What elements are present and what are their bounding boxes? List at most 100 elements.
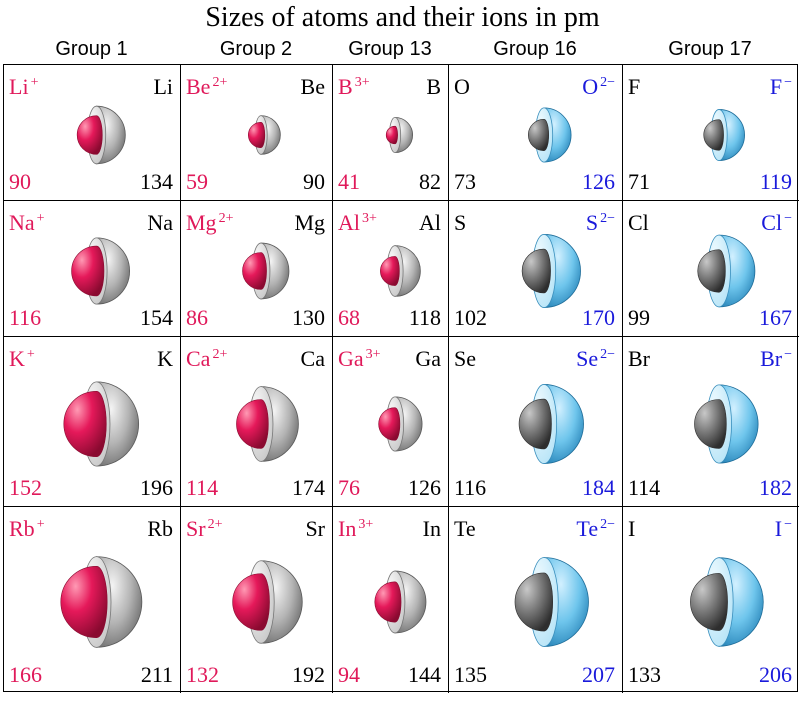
ion-charge: − — [784, 75, 792, 90]
atom-symbol: F — [628, 74, 641, 99]
element-cell-sr: Sr 2+ Sr 132 192 — [181, 507, 333, 693]
ion-radius: 94 — [338, 662, 360, 687]
ion-radius: 132 — [186, 662, 219, 687]
ion-charge: + — [36, 211, 45, 226]
ion-symbol: I − — [775, 517, 792, 541]
element-cell-ga: Ga 3+ Ga 76 126 — [333, 337, 449, 507]
sphere-graphic — [518, 384, 584, 464]
group-header-2: Group 2 — [219, 38, 293, 60]
atom-sphere — [514, 572, 553, 632]
sphere-graphic — [514, 557, 589, 647]
ion-symbol: Mg 2+ — [186, 211, 233, 235]
atom-radius: 211 — [140, 662, 173, 687]
atom-symbol: Br — [628, 346, 650, 371]
element-cell-br: Br − Br 182 114 — [623, 337, 799, 507]
ion-symbol-text: O — [582, 74, 599, 99]
ion-symbol: Se 2− — [576, 347, 615, 371]
ion-symbol-text: K — [9, 346, 25, 371]
ion-radius: 76 — [338, 475, 360, 500]
sphere-graphic — [528, 107, 572, 163]
ion-symbol-text: B — [338, 74, 353, 99]
ion-charge: 2+ — [212, 75, 228, 90]
atom-symbol: Mg — [294, 210, 325, 235]
atom-symbol: Ca — [300, 346, 325, 371]
atom-symbol: Se — [454, 346, 476, 371]
atom-radius: 133 — [628, 662, 661, 687]
atom-radius: 116 — [454, 475, 487, 500]
cation-sphere — [71, 245, 105, 297]
element-cell-li: Li + Li 90 134 — [4, 65, 181, 201]
ion-charge: 3+ — [362, 211, 377, 226]
sphere-graphic — [694, 384, 759, 464]
element-cell-rb: Rb + Rb 166 211 — [4, 507, 181, 693]
ion-symbol-text: Br — [760, 346, 783, 371]
sphere-graphic — [521, 234, 581, 308]
ion-charge: 2+ — [212, 347, 228, 362]
ion-charge: 2− — [600, 211, 615, 226]
sphere-graphic — [76, 105, 126, 165]
ion-charge: + — [30, 75, 39, 90]
element-cell-b: B 3+ B 41 82 — [333, 65, 449, 201]
sphere-graphic — [236, 386, 299, 462]
ion-charge: 2− — [600, 75, 615, 90]
atom-sphere — [690, 573, 728, 631]
sphere-graphic — [380, 245, 421, 297]
ion-radius: 68 — [338, 305, 360, 330]
cation-sphere — [374, 581, 402, 623]
sphere-graphic — [63, 381, 139, 467]
ion-radius: 59 — [186, 169, 208, 194]
ion-radius: 182 — [759, 475, 792, 500]
ion-symbol-text: F — [769, 74, 783, 99]
ion-symbol: Al 3+ — [338, 211, 377, 235]
ion-symbol-text: I — [774, 516, 783, 541]
ion-symbol-text: S — [585, 210, 599, 235]
atom-sphere — [521, 248, 551, 294]
ion-charge: − — [784, 211, 792, 226]
ion-charge: 2− — [600, 517, 615, 532]
atom-symbol: In — [422, 516, 441, 541]
ion-symbol: B 3+ — [338, 75, 370, 99]
atom-radius: 90 — [303, 169, 325, 194]
atom-symbol: Na — [147, 210, 173, 235]
ion-symbol-text: Se — [576, 346, 599, 371]
ion-symbol: Sr 2+ — [186, 517, 222, 541]
atom-symbol: Li — [153, 74, 173, 99]
ion-symbol-text: Sr — [186, 516, 206, 541]
group-header-17: Group 17 — [668, 38, 752, 60]
ion-charge: 2− — [600, 347, 615, 362]
cation-sphere — [378, 407, 401, 441]
atom-radius: 114 — [628, 475, 661, 500]
element-cell-o: O 2− O 126 73 — [449, 65, 623, 201]
element-cell-in: In 3+ In 94 144 — [333, 507, 449, 693]
sphere-graphic — [703, 109, 745, 161]
sphere-graphic — [374, 570, 427, 634]
ion-symbol: In 3+ — [338, 517, 373, 541]
atom-radius: 82 — [419, 169, 441, 194]
atom-radius: 192 — [292, 662, 325, 687]
atom-radius: 154 — [140, 305, 173, 330]
ion-radius: 126 — [582, 169, 615, 194]
element-cell-i: I − I 206 133 — [623, 507, 799, 693]
atom-radius: 135 — [454, 662, 487, 687]
ion-symbol-text: Li — [9, 74, 29, 99]
ion-symbol-text: Na — [9, 210, 35, 235]
element-cell-s: S 2− S 170 102 — [449, 201, 623, 337]
page-title: Sizes of atoms and their ions in pm — [205, 2, 600, 33]
ion-radius: 86 — [186, 305, 208, 330]
atom-radius: 99 — [628, 305, 650, 330]
ion-charge: 3+ — [365, 347, 381, 362]
element-cell-na: Na + Na 116 154 — [4, 201, 181, 337]
element-cell-te: Te 2− Te 207 135 — [449, 507, 623, 693]
element-cell-k: K + K 152 196 — [4, 337, 181, 507]
element-cell-ca: Ca 2+ Ca 114 174 — [181, 337, 333, 507]
atom-radius: 130 — [292, 305, 325, 330]
sphere-graphic — [690, 557, 764, 647]
atom-radius: 126 — [408, 475, 441, 500]
ion-symbol: O 2− — [582, 75, 615, 99]
cation-sphere — [76, 115, 103, 155]
atom-radius: 134 — [140, 169, 173, 194]
ion-charge: 2+ — [218, 211, 234, 226]
atom-symbol: K — [157, 346, 173, 371]
ion-symbol-text: Te — [576, 516, 599, 541]
atom-symbol: Te — [454, 516, 476, 541]
